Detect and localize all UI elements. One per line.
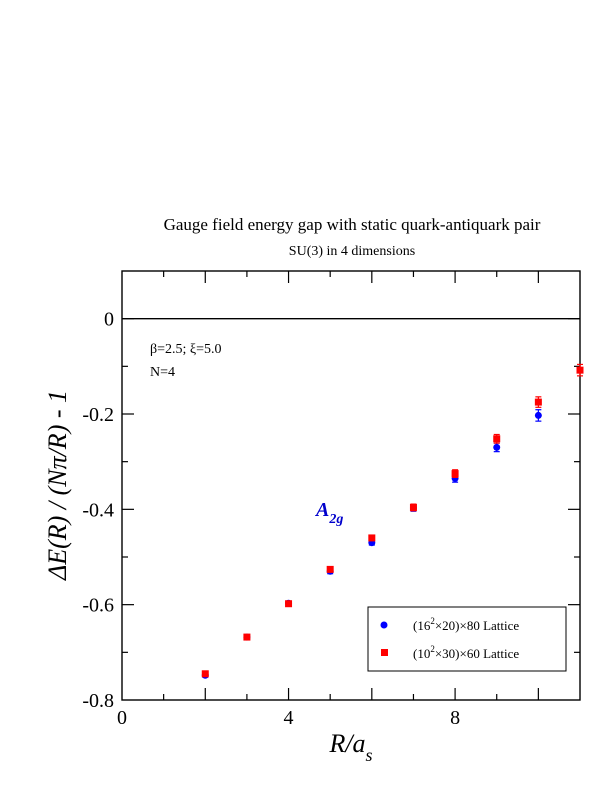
y-tick-label: -0.4 bbox=[82, 499, 114, 521]
legend-marker-series-2 bbox=[381, 649, 388, 656]
x-tick-label: 0 bbox=[117, 707, 127, 729]
legend-label-series-1-post: ×20)×80 Lattice bbox=[435, 618, 520, 633]
x-tick-label: 4 bbox=[284, 707, 294, 729]
y-axis-label: ΔE(R) / (Nπ/R) - 1 bbox=[43, 390, 72, 581]
data-point-series-2 bbox=[534, 398, 542, 406]
plot-frame bbox=[121, 270, 581, 701]
data-point-series-2 bbox=[493, 435, 501, 443]
legend: (162×20)×80 Lattice (102×30)×60 Lattice bbox=[367, 606, 567, 672]
x-tick-label: 8 bbox=[450, 707, 460, 729]
x-axis-label: R/as bbox=[328, 729, 372, 765]
data-point-series-2 bbox=[285, 600, 293, 608]
legend-label-series-1-sup: 2 bbox=[430, 616, 435, 626]
data-marks bbox=[201, 363, 584, 679]
y-tick-label: -0.2 bbox=[82, 404, 114, 426]
chart-title: Gauge field energy gap with static quark… bbox=[164, 215, 541, 234]
legend-label-series-2-post: ×30)×60 Lattice bbox=[435, 646, 520, 661]
data-point-series-2 bbox=[368, 534, 376, 542]
data-point-series-2 bbox=[409, 503, 417, 511]
state-label: A2g bbox=[314, 499, 343, 527]
data-point-series-2 bbox=[243, 633, 251, 641]
x-axis-label-subscript: s bbox=[366, 745, 373, 765]
data-point-series-1 bbox=[493, 443, 501, 451]
legend-label-series-2-sup: 2 bbox=[430, 644, 435, 654]
y-tick-label: 0 bbox=[104, 309, 114, 331]
data-point-series-2 bbox=[451, 470, 459, 478]
legend-box bbox=[367, 606, 567, 672]
params-line1: β=2.5; ξ=5.0 bbox=[150, 342, 222, 357]
axes: 0 4 8 -0.8 -0.6 -0.4 -0.2 0 bbox=[82, 271, 580, 729]
state-label-main: A bbox=[314, 499, 329, 521]
legend-label-series-1: (162×20)×80 Lattice bbox=[413, 616, 519, 633]
data-point-series-1 bbox=[534, 411, 542, 419]
chart-subtitle: SU(3) in 4 dimensions bbox=[289, 244, 415, 259]
y-tick-label: -0.8 bbox=[82, 690, 114, 712]
data-point-series-2 bbox=[576, 366, 584, 374]
data-point-series-2 bbox=[326, 565, 334, 573]
params-line2: N=4 bbox=[150, 365, 175, 380]
state-label-subscript: 2g bbox=[328, 512, 343, 527]
data-point-series-2 bbox=[201, 670, 209, 678]
legend-marker-series-1 bbox=[380, 621, 388, 629]
legend-label-series-2: (102×30)×60 Lattice bbox=[413, 644, 519, 661]
x-axis-label-main: R/a bbox=[328, 729, 365, 758]
legend-label-series-2-pre: (10 bbox=[413, 646, 430, 661]
y-tick-label: -0.6 bbox=[82, 595, 114, 617]
legend-label-series-1-pre: (16 bbox=[413, 618, 431, 633]
